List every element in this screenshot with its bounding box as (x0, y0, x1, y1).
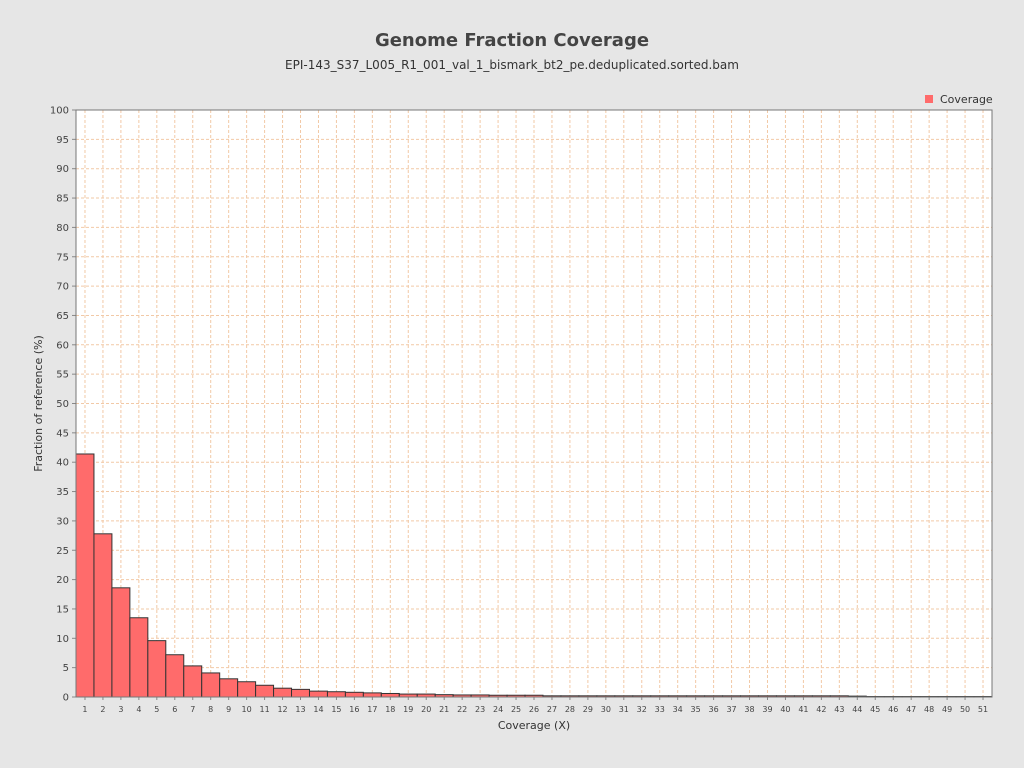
x-tick-label: 19 (403, 705, 413, 714)
x-tick-label: 8 (208, 705, 213, 714)
x-tick-label: 1 (82, 705, 87, 714)
y-axis-label: Fraction of reference (%) (32, 335, 45, 472)
y-tick-label: 70 (56, 282, 69, 293)
y-tick-label: 5 (63, 663, 69, 674)
x-tick-label: 49 (942, 705, 952, 714)
x-tick-label: 24 (493, 705, 503, 714)
plot-frame (75, 109, 993, 698)
bar (147, 640, 167, 698)
x-tick-label: 10 (242, 705, 252, 714)
y-tick-label: 95 (56, 135, 69, 146)
bar (75, 453, 95, 698)
x-tick-label: 17 (367, 705, 377, 714)
x-tick-label: 28 (565, 705, 575, 714)
x-tick-label: 40 (780, 705, 790, 714)
bar (165, 654, 185, 698)
x-tick-label: 51 (978, 705, 988, 714)
x-tick-label: 26 (529, 705, 539, 714)
x-tick-label: 30 (601, 705, 611, 714)
x-tick-label: 48 (924, 705, 934, 714)
bar (344, 691, 364, 698)
chart-title: Genome Fraction Coverage (374, 30, 650, 51)
x-tick-label: 3 (118, 705, 123, 714)
y-tick-label: 35 (56, 487, 69, 498)
x-tick-label: 16 (349, 705, 359, 714)
x-tick-label: 33 (655, 705, 665, 714)
bar (326, 691, 346, 698)
bar (237, 681, 257, 698)
bar (291, 688, 310, 698)
x-tick-label: 7 (190, 705, 195, 714)
y-tick-label: 45 (56, 428, 69, 439)
chart-subtitle: EPI-143_S37_L005_R1_001_val_1_bismark_bt… (285, 58, 739, 72)
bar (201, 672, 221, 698)
y-tick-label: 10 (56, 634, 69, 645)
x-tick-label: 9 (226, 705, 231, 714)
bar (219, 678, 239, 698)
x-tick-label: 43 (834, 705, 844, 714)
y-tick-label: 0 (63, 693, 69, 704)
bar (129, 617, 149, 698)
y-tick-label: 75 (56, 252, 69, 263)
bar (308, 690, 328, 698)
x-tick-label: 50 (960, 705, 970, 714)
y-tick-label: 55 (56, 370, 69, 381)
legend-swatch (925, 95, 933, 103)
x-tick-label: 5 (154, 705, 159, 714)
x-tick-label: 47 (906, 705, 916, 714)
x-tick-label: 37 (726, 705, 736, 714)
x-tick-label: 22 (457, 705, 467, 714)
bar (93, 533, 113, 698)
y-tick-label: 50 (56, 399, 69, 410)
y-tick-label: 85 (56, 194, 69, 205)
x-tick-label: 2 (100, 705, 105, 714)
x-tick-label: 6 (172, 705, 177, 714)
x-tick-label: 23 (475, 705, 485, 714)
y-tick-label: 65 (56, 311, 69, 322)
y-tick-label: 60 (56, 340, 69, 351)
x-tick-label: 45 (870, 705, 880, 714)
x-tick-label: 25 (511, 705, 521, 714)
x-tick-label: 12 (277, 705, 287, 714)
bar (255, 684, 275, 698)
x-tick-label: 20 (421, 705, 431, 714)
y-tick-label: 80 (56, 223, 69, 234)
y-tick-label: 30 (56, 516, 69, 527)
bar (362, 692, 382, 698)
y-tick-label: 15 (56, 604, 69, 615)
x-tick-label: 31 (619, 705, 629, 714)
y-tick-label: 25 (56, 546, 69, 557)
x-tick-label: 34 (673, 705, 683, 714)
bar (111, 587, 131, 698)
x-tick-label: 18 (385, 705, 395, 714)
x-tick-label: 46 (888, 705, 898, 714)
y-tick-label: 90 (56, 164, 69, 175)
x-tick-label: 15 (331, 705, 341, 714)
x-tick-label: 4 (136, 705, 141, 714)
x-tick-label: 42 (816, 705, 826, 714)
x-axis-label: Coverage (X) (498, 719, 570, 732)
x-tick-label: 41 (798, 705, 808, 714)
y-tick-label: 40 (56, 458, 69, 469)
x-tick-label: 39 (762, 705, 772, 714)
x-tick-label: 11 (259, 705, 269, 714)
bar (183, 665, 203, 698)
x-tick-label: 32 (637, 705, 647, 714)
x-tick-label: 35 (691, 705, 701, 714)
x-tick-label: 44 (852, 705, 862, 714)
x-tick-label: 21 (439, 705, 449, 714)
y-tick-label: 20 (56, 575, 69, 586)
bar (380, 692, 400, 698)
x-tick-label: 13 (295, 705, 305, 714)
x-tick-label: 36 (709, 705, 719, 714)
x-tick-label: 27 (547, 705, 557, 714)
y-tick-label: 100 (50, 106, 69, 117)
x-tick-label: 29 (583, 705, 593, 714)
x-tick-label: 38 (744, 705, 754, 714)
legend-label: Coverage (940, 93, 993, 106)
x-tick-label: 14 (313, 705, 323, 714)
bar (273, 687, 293, 698)
